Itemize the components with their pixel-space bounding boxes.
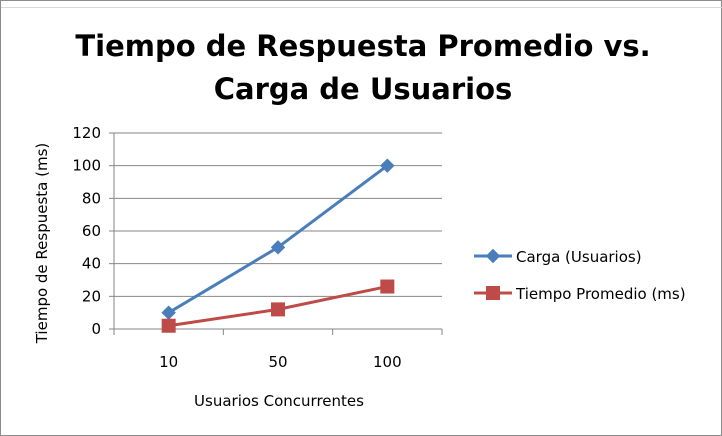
- data-point-0: [161, 305, 176, 320]
- y-tick-label: 120: [72, 124, 101, 142]
- legend-label: Tiempo Promedio (ms): [515, 285, 686, 303]
- legend-marker: [485, 248, 501, 264]
- data-point-1: [380, 279, 395, 294]
- x-tick-label: 10: [159, 353, 178, 371]
- y-tick-labels: 0 20 40 60 80 100 120: [72, 124, 101, 338]
- series-line-0: [167, 164, 389, 314]
- y-tick-label: 60: [82, 222, 101, 240]
- data-point-0: [380, 158, 395, 173]
- x-tick-label: 100: [373, 353, 402, 371]
- y-tick-label: 20: [82, 287, 101, 305]
- y-tick-label: 80: [82, 189, 101, 207]
- chart-title-line-1: Tiempo de Respuesta Promedio vs.: [75, 29, 650, 63]
- y-tick-label: 100: [72, 157, 101, 175]
- y-tick-label: 40: [82, 255, 101, 273]
- gridlines: [114, 132, 442, 297]
- x-tick-labels: 10 50 100: [159, 353, 402, 371]
- data-point-1: [271, 302, 285, 317]
- y-tick-label: 0: [91, 320, 101, 338]
- legend-marker: [486, 286, 500, 300]
- data-point-1: [161, 318, 176, 333]
- spreadsheet-gridline: [1, 1, 722, 8]
- y-axis-title: Tiempo de Respuesta (ms): [33, 143, 51, 345]
- x-axis-title: Usuarios Concurrentes: [194, 392, 364, 410]
- legend-label: Carga (Usuarios): [516, 248, 642, 266]
- series: [161, 158, 395, 333]
- data-point-0: [270, 240, 286, 255]
- chart-title-line-2: Carga de Usuarios: [214, 72, 513, 106]
- legend: Carga (Usuarios) Tiempo Promedio (ms): [474, 248, 686, 303]
- x-tick-label: 50: [268, 353, 287, 371]
